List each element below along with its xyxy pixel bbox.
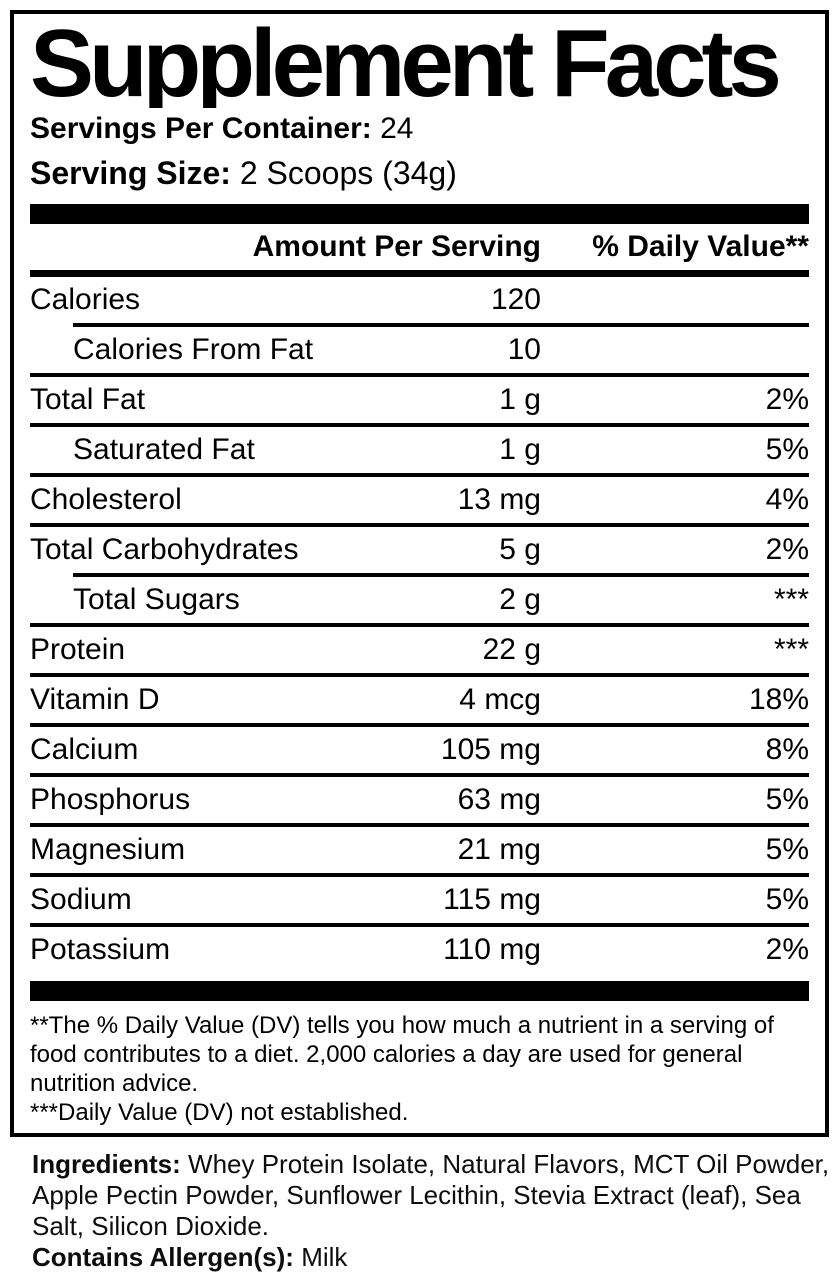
nutrient-amount: 1 g [499,383,541,417]
nutrient-name: Total Carbohydrates [30,533,299,567]
row-divider [30,373,809,378]
not-established-footnote: ***Daily Value (DV) not established. [30,1099,409,1127]
nutrient-name: Calories From Fat [73,333,314,367]
nutrient-daily-value: 4% [765,483,809,517]
header-divider [30,270,809,278]
nutrient-amount: 105 mg [440,733,541,767]
nutrient-daily-value: 2% [765,533,809,567]
thick-separator-bar-top [30,204,809,225]
nutrient-amount: 120 [490,283,541,317]
table-row-magnesium: Magnesium 21 mg 5% [30,827,809,873]
nutrient-daily-value: *** [773,583,809,617]
nutrient-name: Calories [30,283,141,317]
nutrient-amount: 1 g [499,433,541,467]
nutrient-amount: 22 g [482,633,541,667]
nutrient-name: Total Sugars [73,583,240,617]
nutrient-daily-value: *** [773,633,809,667]
ingredients-list: Whey Protein Isolate, Natural Flavors, M… [32,1149,830,1242]
table-row-calories: Calories 120 [30,277,809,323]
nutrient-daily-value: 2% [765,383,809,417]
nutrient-name: Potassium [30,933,171,967]
table-row-potassium: Potassium 110 mg 2% [30,927,809,973]
nutrient-daily-value: 5% [765,883,809,917]
table-row-total-fat: Total Fat 1 g 2% [30,377,809,423]
serving-size-label: Serving Size: [30,155,231,192]
nutrient-name: Total Fat [30,383,146,417]
table-row-calcium: Calcium 105 mg 8% [30,727,809,773]
ingredients-line: Ingredients: Whey Protein Isolate, Natur… [32,1149,833,1242]
nutrient-amount: 115 mg [443,883,541,917]
table-row-sodium: Sodium 115 mg 5% [30,877,809,923]
allergen-label: Contains Allergen(s): [32,1242,294,1273]
amount-per-serving-header: Amount Per Serving [252,230,541,264]
panel-title: Supplement Facts [30,20,782,109]
table-row-phosphorus: Phosphorus 63 mg 5% [30,777,809,823]
nutrient-amount: 4 mcg [459,683,541,717]
nutrient-name: Protein [30,633,126,667]
servings-per-container-line: Servings Per Container: 24 [30,108,809,150]
row-divider-indented [73,323,809,328]
nutrient-daily-value: 8% [765,733,809,767]
servings-per-container-value: 24 [380,112,414,146]
nutrient-name: Magnesium [30,833,186,867]
nutrient-name: Cholesterol [30,483,182,517]
nutrient-amount: 2 g [499,583,541,617]
table-row-saturated-fat: Saturated Fat 1 g 5% [30,427,809,473]
table-row-calories-from-fat: Calories From Fat 10 [30,327,809,373]
table-row-cholesterol: Cholesterol 13 mg 4% [30,477,809,523]
row-divider [30,473,809,478]
row-divider [30,623,809,628]
ingredients-label: Ingredients: [32,1149,181,1180]
ingredients-section: Ingredients: Whey Protein Isolate, Natur… [32,1149,833,1273]
nutrient-name: Saturated Fat [73,433,255,467]
supplement-facts-panel: Supplement Facts Servings Per Container:… [10,10,829,1138]
serving-size-line: Serving Size: 2 Scoops (34g) [30,150,809,196]
row-divider [30,723,809,728]
nutrient-amount: 5 g [499,533,541,567]
nutrient-daily-value: 18% [748,683,809,717]
row-divider [30,923,809,928]
nutrient-name: Calcium [30,733,139,767]
nutrient-amount: 110 mg [443,933,541,967]
supplement-label-page: { "colors": { "ink": "#000000", "paper":… [0,10,839,1279]
allergen-value: Milk [301,1242,348,1273]
footnotes-section: **The % Daily Value (DV) tells you how m… [30,1011,809,1127]
row-divider [30,673,809,678]
row-divider [30,773,809,778]
table-header-row: Amount Per Serving % Daily Value** [30,224,809,270]
row-divider-indented [73,573,809,578]
nutrient-daily-value: 5% [765,833,809,867]
table-row-vitamin-d: Vitamin D 4 mcg 18% [30,677,809,723]
nutrient-amount: 13 mg [457,483,541,517]
nutrient-name: Vitamin D [30,683,160,717]
row-divider [30,523,809,528]
allergen-line: Contains Allergen(s): Milk [32,1242,833,1273]
table-row-protein: Protein 22 g *** [30,627,809,673]
row-divider [30,823,809,828]
nutrient-daily-value: 2% [765,933,809,967]
nutrient-name: Sodium [30,883,132,917]
row-divider [30,423,809,428]
nutrient-daily-value: 5% [765,783,809,817]
serving-size-value: 2 Scoops (34g) [239,155,457,192]
servings-per-container-label: Servings Per Container: [30,112,372,146]
nutrient-amount: 21 mg [457,833,541,867]
daily-value-header: % Daily Value** [592,230,809,264]
nutrient-name: Phosphorus [30,783,191,817]
thick-separator-bar-bottom [30,981,809,1002]
nutrient-amount: 63 mg [457,783,541,817]
daily-value-footnote: **The % Daily Value (DV) tells you how m… [30,1012,774,1098]
nutrient-daily-value: 5% [765,433,809,467]
table-row-total-sugars: Total Sugars 2 g *** [30,577,809,623]
row-divider [30,873,809,878]
table-row-total-carbohydrates: Total Carbohydrates 5 g 2% [30,527,809,573]
nutrient-amount: 10 [507,333,541,367]
